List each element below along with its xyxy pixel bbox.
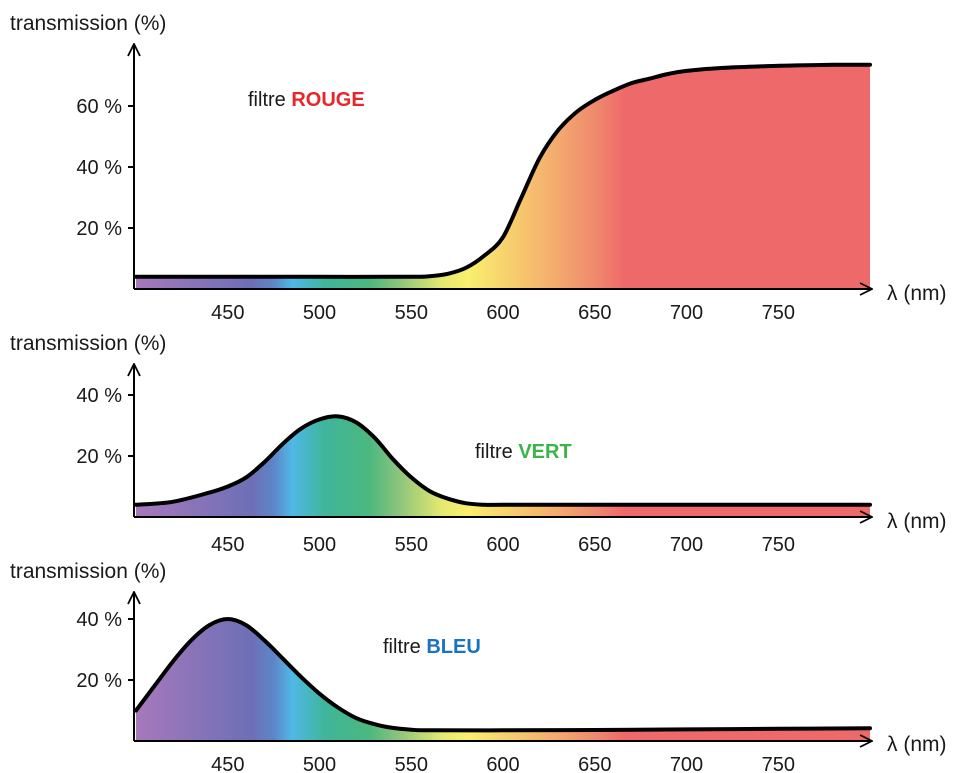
y-axis-label: transmission (%) (10, 12, 166, 35)
filter-label-blue: filtre BLEU (383, 636, 481, 658)
panel-red-filter: transmission (%) 20 % 40 % 60 % 450 500 550 6… (10, 12, 947, 324)
x-tick-label-600: 600 (486, 754, 519, 773)
filter-name-rouge: ROUGE (291, 89, 364, 111)
y-tick-label-20: 20 % (76, 218, 122, 240)
filter-name-vert: VERT (518, 441, 571, 463)
x-tick-label-500: 500 (303, 754, 336, 773)
x-axis-label: λ (nm) (887, 733, 947, 756)
y-tick-labels: 20 % 40 % (76, 609, 134, 692)
x-tick-label-600: 600 (486, 302, 519, 324)
transmission-curve (134, 414, 872, 507)
x-tick-label-750: 750 (762, 302, 795, 324)
transmission-area (136, 64, 870, 289)
x-tick-label-750: 750 (762, 754, 795, 773)
filter-word: filtre (383, 636, 426, 658)
x-tick-label-700: 700 (670, 534, 703, 556)
x-tick-label-650: 650 (578, 534, 611, 556)
y-axis-label: transmission (%) (10, 560, 166, 583)
filter-label-green: filtre VERT (475, 441, 572, 463)
x-tick-label-500: 500 (303, 302, 336, 324)
x-tick-label-550: 550 (395, 534, 428, 556)
filter-word: filtre (248, 89, 291, 111)
x-tick-label-600: 600 (486, 534, 519, 556)
filter-label-red: filtre ROUGE (248, 89, 365, 111)
x-axis-label: λ (nm) (887, 282, 947, 305)
x-tick-label-550: 550 (395, 302, 428, 324)
x-tick-labels: 450 500 550 600 650 700 750 (211, 534, 795, 556)
x-tick-label-450: 450 (211, 754, 244, 773)
x-tick-label-450: 450 (211, 302, 244, 324)
y-tick-label-40: 40 % (76, 609, 122, 631)
filter-word: filtre (475, 441, 518, 463)
filter-name-bleu: BLEU (426, 636, 480, 658)
x-tick-labels: 450 500 550 600 650 700 750 (211, 754, 795, 773)
transmission-area (136, 416, 870, 517)
y-tick-label-60: 60 % (76, 96, 122, 118)
x-axis-label: λ (nm) (887, 510, 947, 533)
x-tick-label-550: 550 (395, 754, 428, 773)
x-tick-label-650: 650 (578, 754, 611, 773)
x-tick-label-700: 700 (670, 754, 703, 773)
transmission-curve (134, 617, 872, 733)
transmission-curve (134, 62, 872, 279)
x-tick-label-700: 700 (670, 302, 703, 324)
x-tick-labels: 450 500 550 600 650 700 750 (211, 302, 795, 324)
y-tick-label-20: 20 % (76, 670, 122, 692)
y-tick-label-20: 20 % (76, 446, 122, 468)
x-tick-label-500: 500 (303, 534, 336, 556)
y-tick-labels: 20 % 40 % 60 % (76, 96, 134, 240)
x-tick-label-750: 750 (762, 534, 795, 556)
y-tick-labels: 20 % 40 % (76, 385, 134, 468)
transmission-area (136, 619, 870, 741)
x-tick-label-650: 650 (578, 302, 611, 324)
panel-green-filter: transmission (%) 20 % 40 % 450 500 550 600 65… (10, 332, 947, 556)
x-tick-label-450: 450 (211, 534, 244, 556)
panel-blue-filter: transmission (%) 20 % 40 % 450 500 550 600 65… (10, 560, 947, 773)
y-tick-label-40: 40 % (76, 157, 122, 179)
y-axis-label: transmission (%) (10, 332, 166, 355)
y-tick-label-40: 40 % (76, 385, 122, 407)
